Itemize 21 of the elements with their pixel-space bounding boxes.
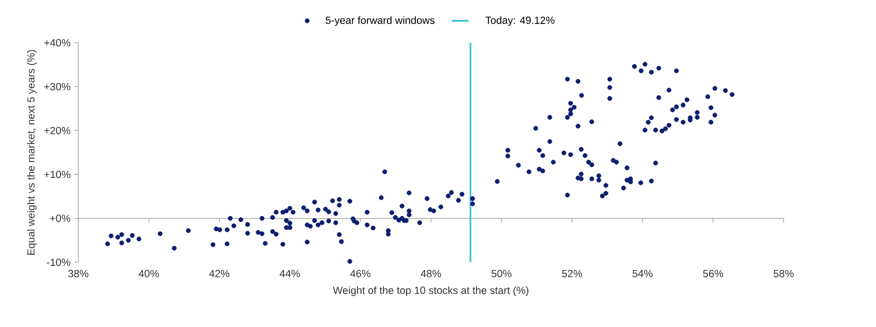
x-tick-label: 50%: [492, 270, 512, 278]
x-tick-label: 40%: [138, 270, 159, 278]
x-tick-label: 46%: [350, 270, 370, 278]
legend-label: 5-year forward windows: [326, 16, 435, 26]
y-tick-label: +0%: [50, 214, 70, 222]
y-tick-label: +40%: [44, 39, 70, 46]
y-tick-label: +20%: [44, 126, 70, 134]
y-axis-title: Equal weight vs the market, next 5 years (%): [26, 50, 37, 255]
x-tick-label: 58%: [774, 270, 794, 278]
x-tick-label: 52%: [562, 270, 582, 278]
x-axis-title: Weight of the top 10 stocks at the start (%): [332, 286, 528, 296]
x-tick-label: 38%: [68, 270, 88, 278]
y-tick-label: +10%: [44, 170, 70, 178]
y-tick-label: -10%: [46, 258, 70, 266]
x-tick-label: 48%: [420, 270, 441, 278]
legend-label: Today: 49.12%: [485, 16, 555, 26]
x-tick-label: 44%: [280, 270, 300, 278]
x-tick-label: 42%: [209, 270, 230, 278]
x-tick-label: 54%: [632, 270, 653, 278]
x-tick-label: 56%: [703, 270, 724, 278]
y-tick-label: +30%: [44, 83, 70, 90]
